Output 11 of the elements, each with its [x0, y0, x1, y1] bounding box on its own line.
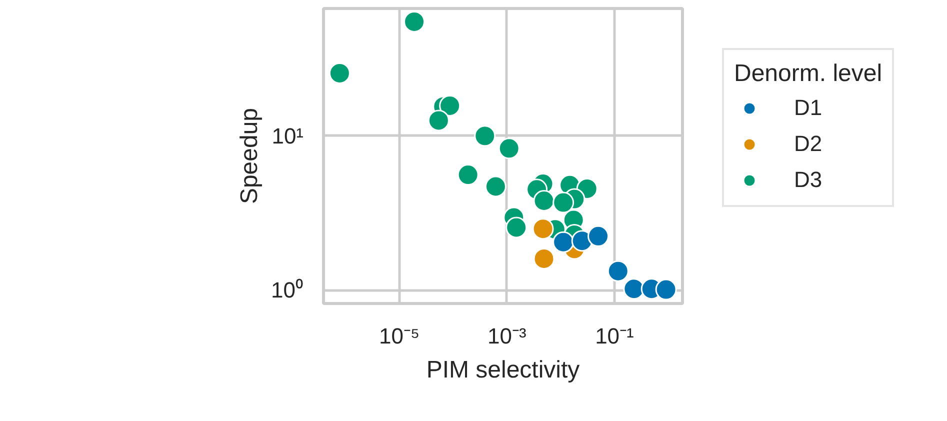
y-tick-label: 10⁰ [271, 278, 304, 303]
legend-label: D2 [794, 131, 822, 157]
y-axis-title: Speedup [236, 108, 264, 204]
legend-label: D1 [794, 95, 822, 121]
y-tick-label: 10¹ [272, 123, 304, 148]
x-tick-label: 10⁻¹ [595, 324, 634, 348]
legend-label: D3 [794, 167, 822, 193]
x-tick-label: 10⁻³ [487, 324, 526, 348]
x-axis-title: PIM selectivity [426, 356, 580, 384]
x-tick-label: 10⁻⁵ [378, 324, 420, 348]
legend-title: Denorm. level [734, 60, 882, 88]
